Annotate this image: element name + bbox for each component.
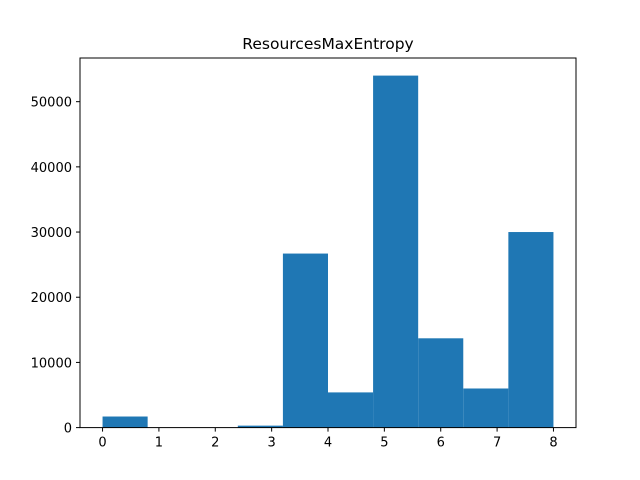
x-axis: 0 1 2 3 4 5 6 7 8 (98, 427, 558, 451)
x-tick-label: 8 (549, 436, 557, 451)
x-tick-label: 3 (267, 436, 275, 451)
histogram-bar-8 (463, 388, 509, 428)
histogram-bar-9 (508, 232, 554, 428)
x-tick-label: 7 (493, 436, 501, 451)
y-tick-label: 50000 (31, 96, 72, 111)
y-tick-label: 20000 (31, 291, 72, 306)
histogram-bar-5 (328, 392, 374, 428)
y-tick-label: 40000 (31, 161, 72, 176)
histogram-bar-4 (282, 253, 328, 428)
x-tick-label: 4 (324, 436, 332, 451)
histogram-bar-6 (373, 75, 419, 428)
y-tick-label: 30000 (31, 226, 72, 241)
y-tick-label: 10000 (31, 356, 72, 371)
x-tick-label: 0 (98, 436, 106, 451)
plot-frame (79, 57, 577, 429)
x-tick-label: 6 (437, 436, 445, 451)
y-axis: 0 10000 20000 30000 40000 50000 (31, 96, 80, 437)
x-tick-label: 5 (380, 436, 388, 451)
y-tick-label: 0 (64, 422, 72, 437)
bars-group (102, 75, 554, 428)
chart-title: ResourcesMaxEntropy (242, 35, 413, 53)
histogram-bar-7 (418, 338, 464, 428)
x-tick-label: 2 (211, 436, 219, 451)
histogram-bar-0 (102, 416, 148, 428)
histogram-bar-3 (237, 425, 283, 428)
x-tick-label: 1 (155, 436, 163, 451)
